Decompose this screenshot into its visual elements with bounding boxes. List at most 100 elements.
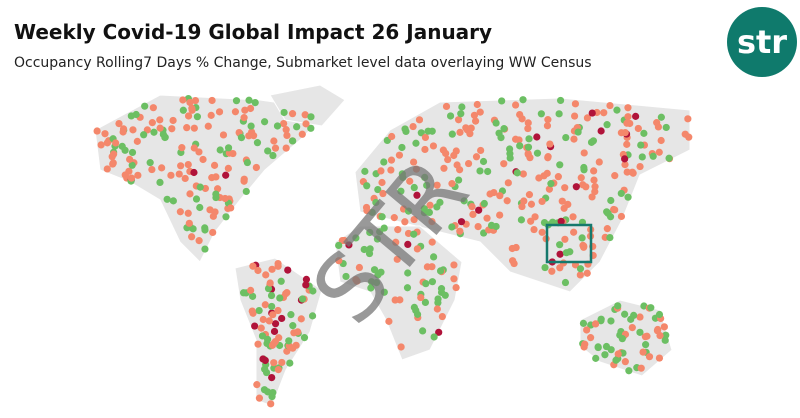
site-dot <box>404 269 412 277</box>
site-dot <box>623 168 631 176</box>
site-dot <box>265 317 273 325</box>
site-dot <box>590 167 598 175</box>
site-dot <box>266 279 274 287</box>
site-dot <box>140 131 148 139</box>
site-dot <box>255 307 263 315</box>
site-dot <box>520 197 528 205</box>
site-dot <box>404 207 413 215</box>
site-dot <box>141 102 149 110</box>
site-dot <box>637 141 645 149</box>
site-dot <box>524 124 532 133</box>
site-dot <box>583 269 591 277</box>
site-dot <box>486 190 494 198</box>
site-dot <box>613 106 621 114</box>
site-dot <box>251 98 259 107</box>
site-dot <box>448 223 456 231</box>
site-dot <box>527 217 535 225</box>
site-dot <box>254 340 262 348</box>
site-dot <box>277 277 285 285</box>
site-dot <box>561 184 569 192</box>
site-dot <box>204 122 212 130</box>
site-dot <box>271 320 280 328</box>
site-dot <box>380 288 388 296</box>
site-dot <box>466 130 474 138</box>
site-dot <box>298 295 307 303</box>
site-dot <box>184 160 192 169</box>
site-dot <box>470 111 479 119</box>
site-dot <box>547 180 555 188</box>
site-dot <box>240 175 248 183</box>
site-dot <box>224 164 232 172</box>
site-dot <box>426 201 434 209</box>
site-dot <box>484 167 492 176</box>
site-dot <box>511 101 520 109</box>
site-dot <box>274 366 282 374</box>
site-dot <box>468 203 476 211</box>
logo: str <box>727 7 797 77</box>
site-dot <box>453 161 461 169</box>
site-dot <box>232 97 241 105</box>
site-dot <box>253 139 262 147</box>
site-dot <box>302 281 310 289</box>
site-dot <box>365 249 374 258</box>
site-dot <box>570 135 578 143</box>
site-dot <box>134 171 142 179</box>
site-dot <box>338 236 346 245</box>
site-dot <box>433 305 441 313</box>
site-dot <box>440 164 448 172</box>
site-dot <box>636 162 644 171</box>
site-dot <box>413 245 421 253</box>
site-dot <box>178 144 186 152</box>
site-dot <box>263 339 271 348</box>
site-dot <box>477 146 485 155</box>
site-dot <box>637 364 645 372</box>
site-dot <box>301 111 309 119</box>
site-dot <box>355 263 363 272</box>
site-dot <box>625 367 633 375</box>
site-dot <box>146 159 154 167</box>
site-dot <box>417 129 425 137</box>
site-dot <box>558 197 566 205</box>
site-dot <box>249 262 257 270</box>
site-dot <box>524 143 533 151</box>
site-dot <box>245 96 253 104</box>
site-dot <box>518 202 526 211</box>
subtitle: Occupancy Rolling7 Days % Change, Submar… <box>14 55 592 71</box>
site-dot <box>577 174 585 182</box>
site-dot <box>246 104 255 113</box>
site-dot <box>556 161 564 169</box>
site-dot <box>576 265 585 273</box>
site-dot <box>623 140 631 148</box>
site-dot <box>163 195 171 203</box>
site-dot <box>561 235 569 243</box>
site-dot <box>497 134 505 142</box>
site-dot <box>621 128 629 137</box>
site-dot <box>636 328 644 336</box>
site-dot <box>225 149 234 157</box>
site-dot <box>253 381 261 389</box>
site-dot <box>417 293 425 302</box>
site-dot <box>535 174 543 182</box>
site-dot <box>410 215 418 224</box>
site-dot <box>438 312 446 321</box>
site-dot <box>455 176 463 184</box>
site-dot <box>611 206 619 214</box>
logo-circle <box>727 7 797 77</box>
site-dot <box>378 213 386 221</box>
site-dot <box>186 98 194 107</box>
site-dot <box>589 137 598 145</box>
site-dot <box>219 131 228 139</box>
site-dot <box>128 148 137 157</box>
site-dot <box>462 124 470 132</box>
site-dot <box>606 101 614 110</box>
site-dot <box>97 141 105 149</box>
site-dot <box>367 284 375 292</box>
site-dot <box>571 100 580 108</box>
site-dot <box>191 96 200 105</box>
site-dot <box>479 157 488 166</box>
site-dot <box>684 115 692 123</box>
site-dot <box>562 249 571 257</box>
site-dot <box>269 151 277 160</box>
site-dot <box>621 155 629 163</box>
site-dot <box>127 112 135 120</box>
